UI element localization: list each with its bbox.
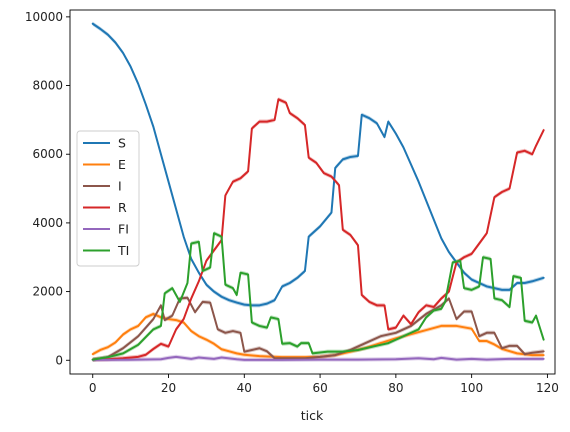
series-line-ti <box>91 232 545 361</box>
legend-label-ti: TI <box>117 243 129 258</box>
x-tick-label: 100 <box>460 381 483 395</box>
plot-frame <box>69 9 556 375</box>
y-axis: 0 2000 4000 6000 8000 10000 <box>25 10 70 367</box>
x-tick-label: 0 <box>89 381 97 395</box>
y-tick-label: 4000 <box>32 216 63 230</box>
legend-label-r: R <box>118 200 127 215</box>
legend-label-i: I <box>118 179 122 194</box>
legend-label-e: E <box>118 157 126 172</box>
confidence-band-fi <box>92 354 544 362</box>
x-tick-label: 120 <box>536 381 559 395</box>
x-tick-label: 40 <box>237 381 252 395</box>
y-tick-label: 2000 <box>32 285 63 299</box>
series-line-s <box>91 22 545 307</box>
y-tick-label: 8000 <box>32 79 63 93</box>
series-line-e <box>91 312 545 359</box>
legend-label-fi: FI <box>118 222 129 237</box>
series-line-i <box>91 296 545 361</box>
series-line-fi <box>91 355 545 361</box>
y-tick-label: 6000 <box>32 147 63 161</box>
x-tick-label: 20 <box>161 381 176 395</box>
x-axis: 0 20 40 60 80 100 120 <box>89 374 559 395</box>
plot-background <box>70 10 555 374</box>
series-line-r <box>91 98 545 361</box>
x-tick-label: 80 <box>388 381 403 395</box>
series-lines <box>91 22 545 361</box>
y-tick-label: 10000 <box>25 10 63 24</box>
legend-label-s: S <box>118 136 126 151</box>
x-axis-title: tick <box>301 408 324 423</box>
x-tick-label: 60 <box>312 381 327 395</box>
legend-box <box>76 130 140 267</box>
y-tick-label: 0 <box>55 353 63 367</box>
